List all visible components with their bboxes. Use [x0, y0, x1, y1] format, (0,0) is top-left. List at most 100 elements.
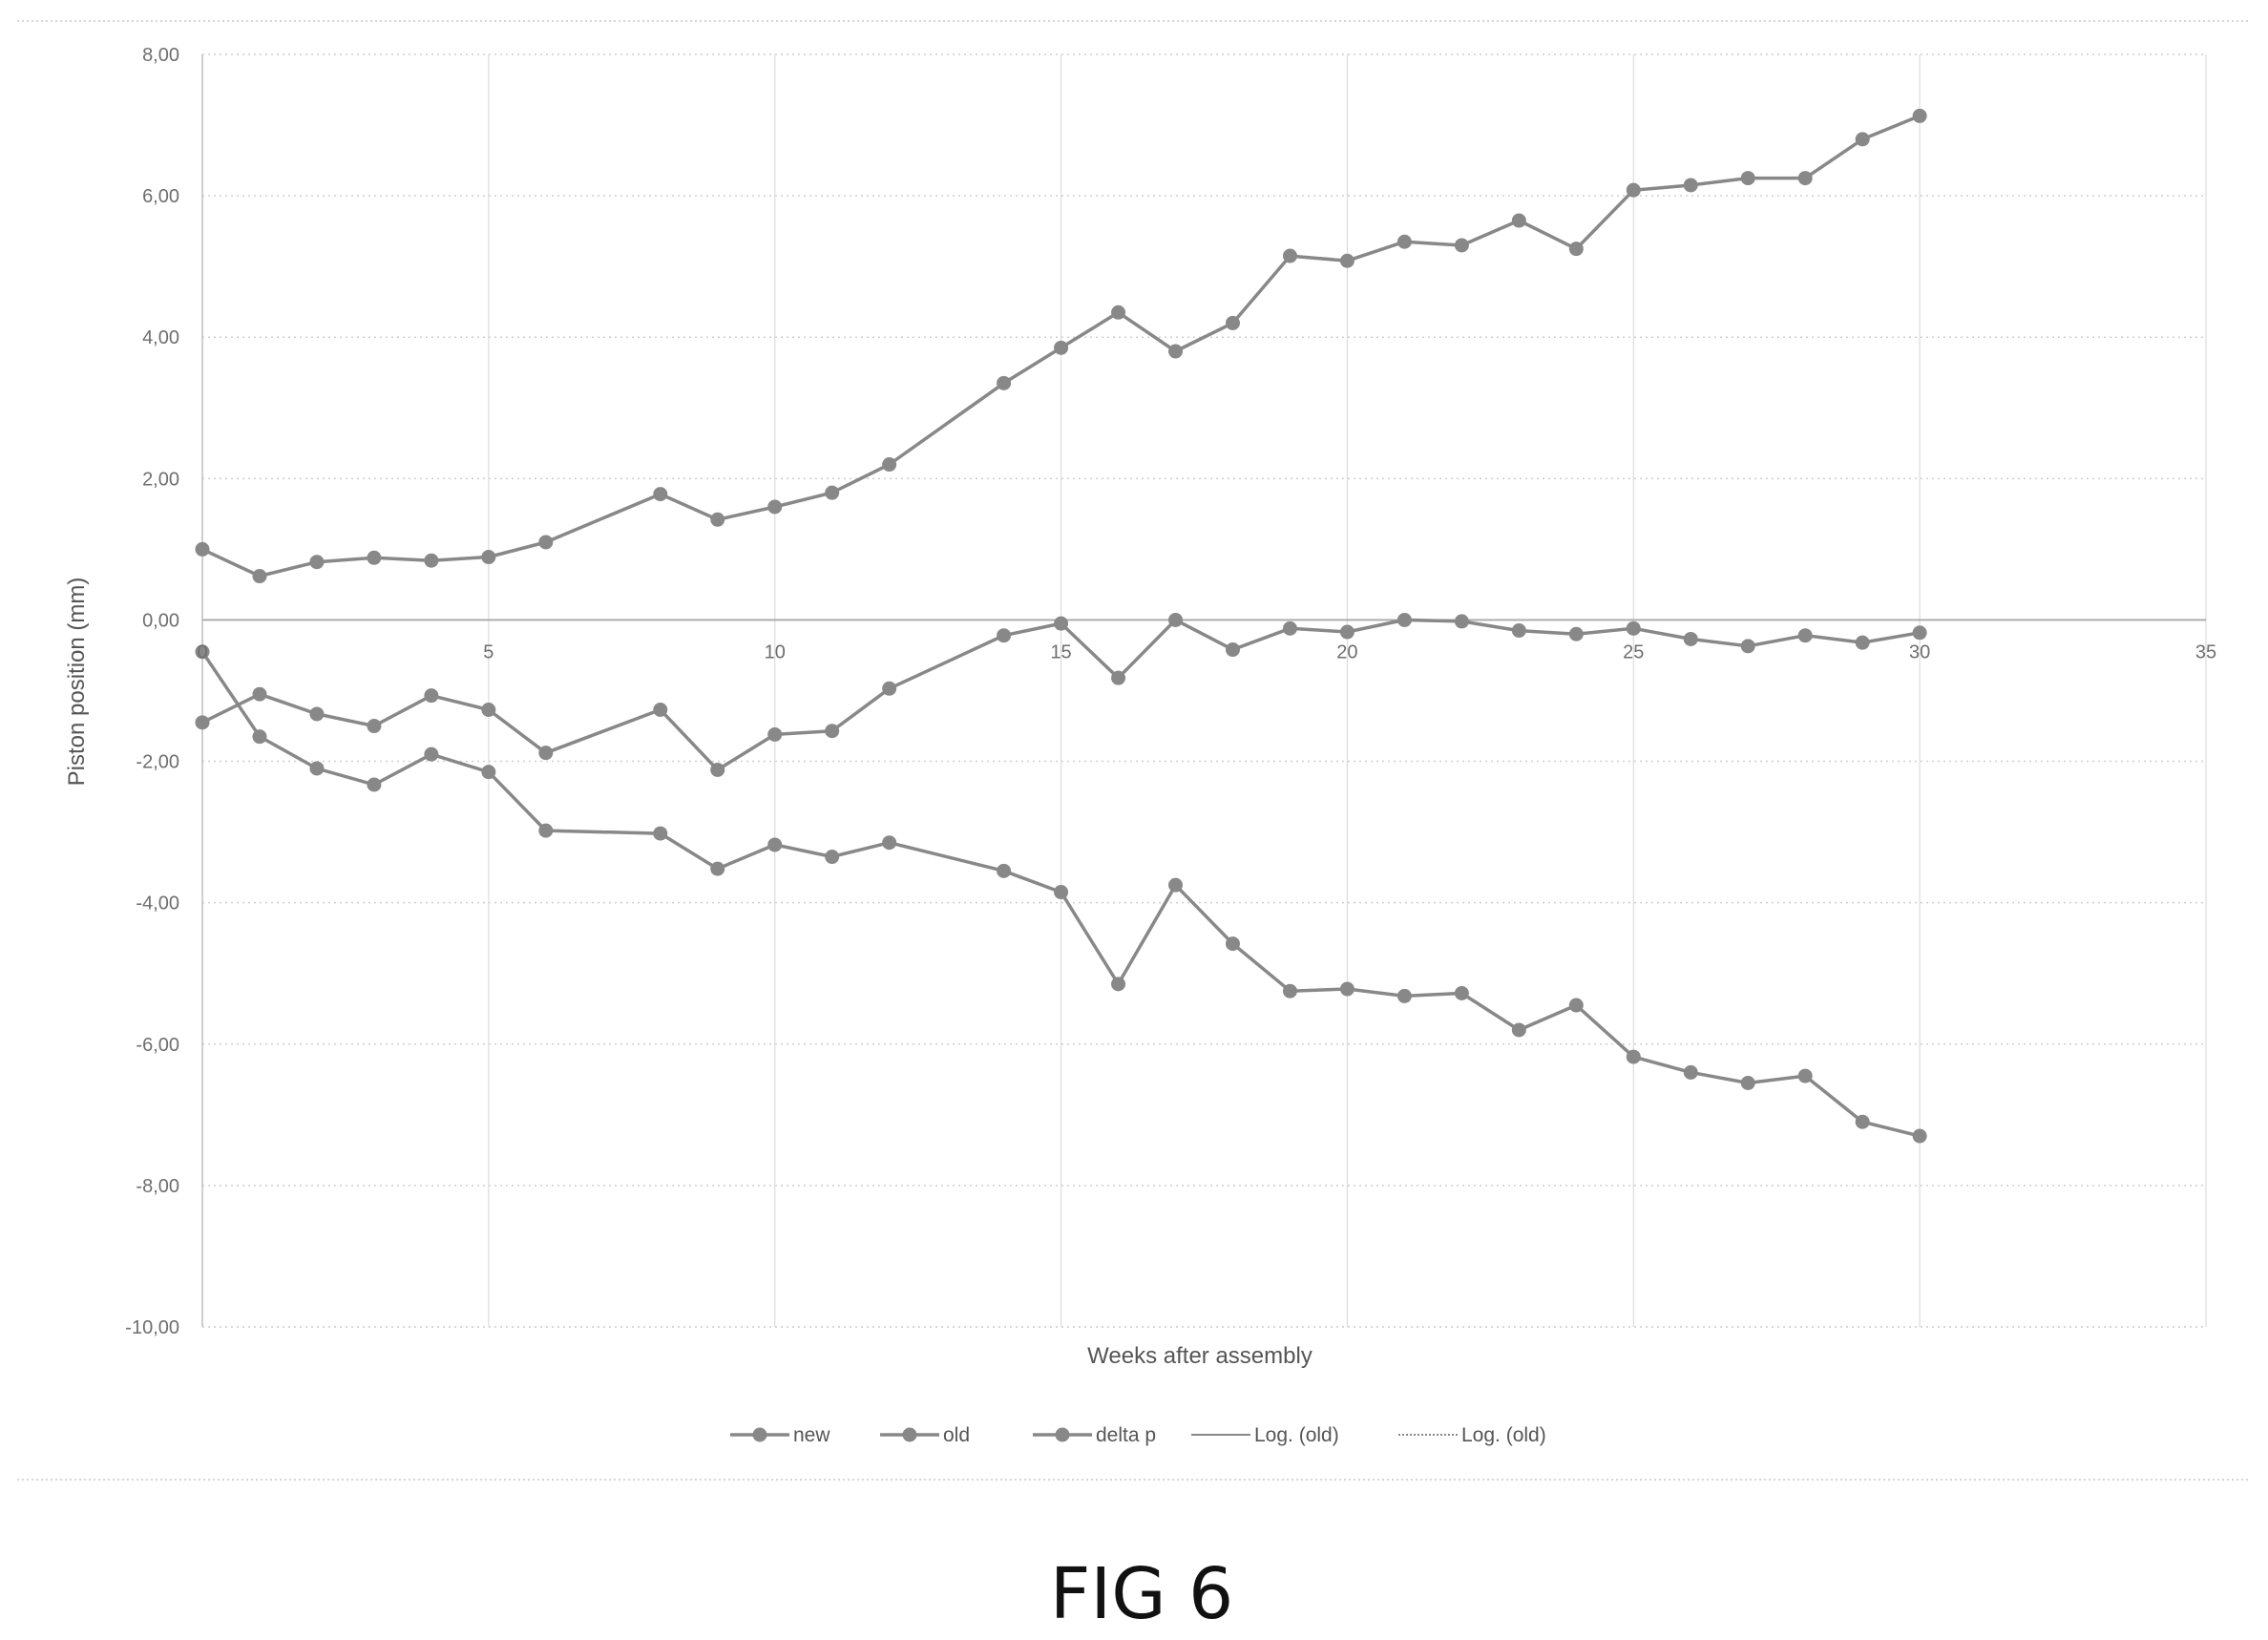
data-point [825, 485, 840, 500]
data-point [1511, 213, 1526, 228]
x-tick-label: 15 [1050, 641, 1071, 662]
data-point [424, 688, 439, 704]
data-point [710, 762, 725, 777]
data-point [1282, 620, 1297, 636]
data-point [424, 746, 439, 762]
data-point [1626, 1049, 1641, 1064]
axes [201, 54, 2206, 1328]
data-point [1511, 1022, 1526, 1038]
data-point [481, 550, 496, 565]
data-point [1054, 885, 1069, 900]
x-tick-label: 0 [197, 641, 207, 662]
legend-item: Log. (old) [1398, 1424, 1546, 1446]
series [195, 108, 1927, 1144]
x-tick-label: 20 [1336, 641, 1357, 662]
data-point [1740, 171, 1755, 186]
data-point [882, 457, 897, 473]
legend-marker [752, 1427, 767, 1442]
data-point [252, 686, 267, 702]
data-point [538, 823, 554, 838]
data-point [997, 628, 1012, 643]
data-point [1054, 340, 1069, 355]
data-point [653, 826, 668, 841]
data-point [1282, 248, 1297, 263]
series-new [195, 108, 1927, 584]
data-point [767, 499, 783, 515]
data-point [309, 706, 325, 722]
data-point [252, 569, 267, 584]
data-point [1568, 242, 1584, 257]
data-point [1111, 305, 1126, 320]
data-point [309, 555, 325, 570]
data-point [1855, 1114, 1870, 1129]
data-point [825, 850, 840, 865]
x-tick-labels: 0 5 10 15 20 25 30 35 [197, 641, 2216, 662]
data-point [481, 765, 496, 780]
data-point [1626, 620, 1641, 636]
legend: new old delta p Log. (old) Log. (old) [730, 1424, 1546, 1446]
data-point [1396, 988, 1412, 1003]
legend-marker [902, 1427, 917, 1442]
x-tick-label: 30 [1909, 641, 1930, 662]
y-tick-label: 2,00 [142, 469, 179, 490]
data-point [1054, 616, 1069, 631]
data-point [1339, 981, 1354, 997]
data-point [1683, 1064, 1698, 1080]
data-point [710, 861, 725, 876]
data-point [1912, 1128, 1927, 1144]
x-tick-label: 10 [765, 641, 786, 662]
y-tick-label: 6,00 [142, 186, 179, 207]
data-point [1568, 626, 1584, 641]
y-tick-labels: 8,00 6,00 4,00 2,00 0,00 -2,00 -4,00 -6,00 -8,00… [125, 45, 179, 1338]
y-axis-title: Piston position (mm) [64, 578, 90, 787]
data-point [1168, 877, 1184, 893]
legend-label: Log. (old) [1461, 1424, 1546, 1446]
data-point [195, 541, 210, 557]
data-point [1797, 628, 1813, 643]
data-point [1683, 178, 1698, 193]
y-tick-label: -10,00 [125, 1317, 179, 1338]
y-tick-label: 4,00 [142, 327, 179, 348]
x-tick-label: 5 [483, 641, 494, 662]
data-point [1626, 182, 1641, 198]
data-point [997, 375, 1012, 390]
data-point [367, 719, 382, 734]
data-point [481, 702, 496, 717]
data-point [1797, 171, 1813, 186]
data-point [538, 535, 554, 550]
legend-marker [1055, 1427, 1070, 1442]
series-old [195, 644, 1927, 1144]
data-point [1912, 108, 1927, 123]
data-point [653, 487, 668, 502]
data-point [1855, 635, 1870, 650]
data-point [653, 702, 668, 717]
legend-label: delta p [1096, 1424, 1156, 1446]
legend-label: new [793, 1424, 830, 1446]
series-delta-p [195, 612, 1927, 777]
legend-item: old [880, 1424, 970, 1446]
data-point [825, 724, 840, 739]
data-point [1740, 1076, 1755, 1091]
data-point [1912, 625, 1927, 641]
data-point [997, 863, 1012, 878]
data-point [1568, 998, 1584, 1013]
data-point [367, 777, 382, 792]
data-point [1225, 315, 1240, 330]
legend-label: old [943, 1424, 970, 1446]
data-point [1111, 670, 1126, 685]
data-point [1454, 238, 1469, 253]
y-tick-label: -2,00 [136, 752, 179, 773]
data-point [1339, 624, 1354, 640]
data-point [367, 550, 382, 565]
legend-item: new [730, 1424, 830, 1446]
data-point [1454, 985, 1469, 1000]
data-point [252, 729, 267, 745]
grid [202, 53, 2207, 1328]
data-point [195, 644, 210, 660]
y-tick-label: 8,00 [142, 45, 179, 66]
data-point [538, 746, 554, 761]
data-point [1797, 1068, 1813, 1083]
data-point [1511, 623, 1526, 639]
y-tick-label: -8,00 [136, 1176, 179, 1197]
data-point [1454, 614, 1469, 629]
